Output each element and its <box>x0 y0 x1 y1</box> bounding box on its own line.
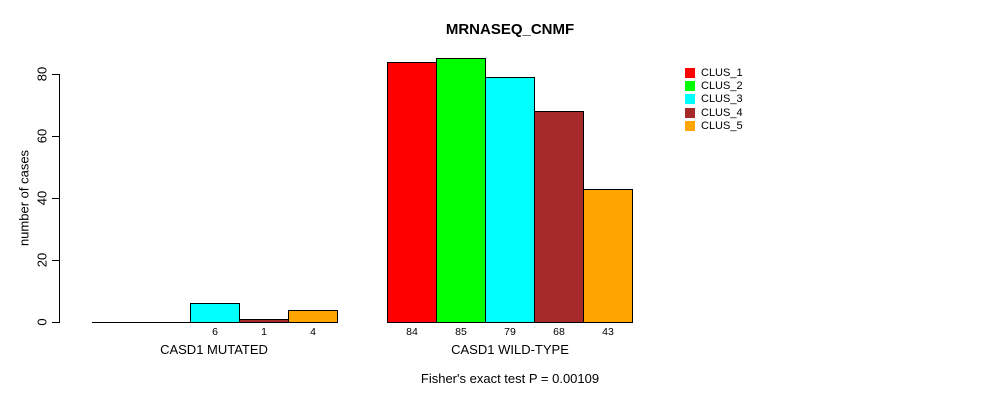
legend-swatch-CLUS_5 <box>685 120 695 131</box>
y-tick-mark <box>52 322 59 323</box>
x-category-label: CASD1 WILD-TYPE <box>451 342 569 357</box>
legend-swatch-CLUS_1 <box>685 68 695 78</box>
legend-swatch-CLUS_3 <box>685 94 695 105</box>
legend-swatch-CLUS_2 <box>685 81 695 92</box>
y-tick-label: 40 <box>34 190 50 206</box>
bar-value-label: 43 <box>602 326 614 338</box>
x-category-label: CASD1 MUTATED <box>160 342 268 357</box>
bar-CLUS_1-group1-zero <box>92 322 142 323</box>
legend-label: CLUS_2 <box>701 80 743 93</box>
y-tick-label: 0 <box>34 318 50 326</box>
y-tick-label: 80 <box>34 66 50 82</box>
chart-title: MRNASEQ_CNMF <box>445 21 575 38</box>
y-tick-label: 60 <box>34 128 50 144</box>
bar-value-label: 84 <box>406 326 418 338</box>
bar-CLUS_4-group2 <box>534 111 584 323</box>
bar-CLUS_5-group2 <box>583 189 633 323</box>
y-tick-mark <box>52 260 59 261</box>
legend-label: CLUS_4 <box>701 106 743 119</box>
bar-value-label: 79 <box>504 326 516 338</box>
bar-value-label: 6 <box>212 326 218 338</box>
y-tick-label: 20 <box>34 252 50 268</box>
bar-value-label: 85 <box>455 326 467 338</box>
y-tick-mark <box>52 136 59 137</box>
bar-CLUS_2-group2 <box>436 58 486 323</box>
bar-value-label: 1 <box>261 326 267 338</box>
bar-value-label: 4 <box>310 326 316 338</box>
y-axis-label: number of cases <box>16 149 32 247</box>
bar-CLUS_1-group2 <box>387 62 437 323</box>
bar-CLUS_5-group1 <box>288 310 338 323</box>
bar-value-label: 68 <box>553 326 565 338</box>
legend-label: CLUS_3 <box>701 93 743 106</box>
y-axis-line <box>59 74 60 323</box>
legend-label: CLUS_1 <box>701 67 743 79</box>
legend-swatch-CLUS_4 <box>685 107 695 118</box>
y-tick-mark <box>52 198 59 199</box>
bar-CLUS_4-group1 <box>239 319 289 323</box>
y-tick-mark <box>52 74 59 75</box>
bar-CLUS_3-group1 <box>190 303 240 323</box>
bar-CLUS_2-group1-zero <box>141 322 191 323</box>
footer-note: Fisher's exact test P = 0.00109 <box>420 371 600 386</box>
bar-CLUS_3-group2 <box>485 77 535 323</box>
legend-label: CLUS_5 <box>701 119 743 132</box>
